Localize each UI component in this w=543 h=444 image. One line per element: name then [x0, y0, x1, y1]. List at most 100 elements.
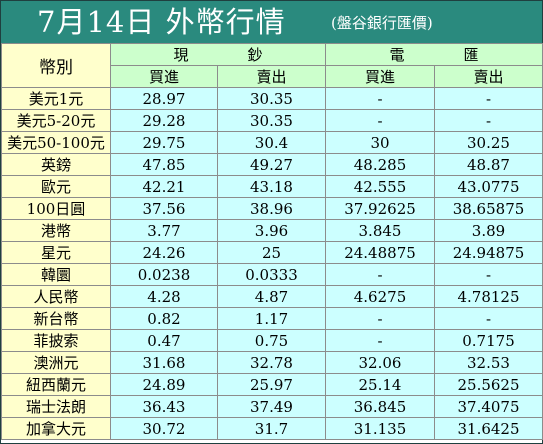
transfer-buy-rate: - — [325, 307, 435, 330]
transfer-sell-rate: 43.0775 — [434, 175, 543, 198]
table-row: 紐西蘭元 24.89 25.97 25.14 25.5625 — [1, 373, 543, 396]
cash-buy-rate: 30.72 — [110, 417, 218, 440]
table-row: 美元1元 28.97 30.35- - — [1, 87, 543, 110]
transfer-group-char: 匯 — [463, 46, 479, 64]
transfer-buy-rate: - — [325, 109, 435, 132]
cash-buy-rate: 0.82 — [110, 307, 218, 330]
transfer-buy-rate: - — [325, 329, 435, 352]
table-row: 瑞士法朗 36.43 37.49 36.845 37.4075 — [1, 395, 543, 418]
transfer-sell-rate: 32.53 — [434, 351, 543, 374]
cash-sell-rate: 30.35 — [217, 109, 326, 132]
currency-name: 瑞士法朗 — [1, 395, 111, 418]
cash-buy-rate: 42.21 — [110, 175, 218, 198]
table-row: 澳洲元 31.68 32.78 32.06 32.53 — [1, 351, 543, 374]
transfer-buy-rate: 32.06 — [325, 351, 435, 374]
transfer-sell-rate: 0.7175 — [434, 329, 543, 352]
table-row: 港幣 3.77 3.96 3.845 3.89 — [1, 219, 543, 242]
currency-name: 英鎊 — [1, 153, 111, 176]
table-row: 星元 24.26 25 24.48875 24.94875 — [1, 241, 543, 264]
transfer-sell-rate: 31.6425 — [434, 417, 543, 440]
currency-column-header: 幣別 — [1, 43, 111, 88]
exchange-rate-table: 幣別 現鈔 電匯 買進 賣出 買進 賣出 美元1元 28.97 30.35- - 美元5… — [1, 43, 543, 440]
transfer-buy-rate: 30 — [325, 131, 435, 154]
transfer-buy-rate: 48.285 — [325, 153, 435, 176]
transfer-buy-rate: - — [325, 263, 435, 286]
page-subtitle: (盤谷銀行匯價) — [331, 14, 433, 32]
transfer-sell-rate: - — [434, 87, 543, 110]
header-row-sub: 買進 賣出 買進 賣出 — [2, 65, 543, 88]
transfer-buy-rate: 25.14 — [325, 373, 435, 396]
table-row: 新台幣 0.82 1.17- - — [1, 307, 543, 330]
transfer-buy-rate: 24.48875 — [325, 241, 435, 264]
cash-buy-rate: 0.47 — [110, 329, 218, 352]
currency-name: 澳洲元 — [1, 351, 111, 374]
table-row: 英鎊 47.85 49.27 48.285 48.87 — [1, 153, 543, 176]
transfer-group-char: 電 — [389, 46, 405, 64]
table-row: 加拿大元 30.72 31.7 31.135 31.6425 — [1, 417, 543, 440]
currency-name: 加拿大元 — [1, 417, 111, 440]
cash-buy-rate: 24.26 — [110, 241, 218, 264]
title-bar: 7月14日 外幣行情 (盤谷銀行匯價) — [1, 1, 542, 43]
cash-buy-rate: 24.89 — [110, 373, 218, 396]
currency-name: 港幣 — [1, 219, 111, 242]
cash-sell-rate: 3.96 — [217, 219, 326, 242]
cash-buy-rate: 3.77 — [110, 219, 218, 242]
transfer-buy-rate: 37.92625 — [325, 197, 435, 220]
transfer-buy-rate: 36.845 — [325, 395, 435, 418]
cash-sell-rate: 1.17 — [217, 307, 326, 330]
telegraphic-transfer-group-header: 電匯 — [325, 43, 543, 66]
table-row: 韓圜 0.0238 0.0333- - — [1, 263, 543, 286]
cash-sell-rate: 25 — [217, 241, 326, 264]
table-row: 美元5-20元 29.28 30.35- - — [1, 109, 543, 132]
cash-buy-rate: 28.97 — [110, 87, 218, 110]
transfer-buy-rate: 42.555 — [325, 175, 435, 198]
transfer-sell-rate: 38.65875 — [434, 197, 543, 220]
cash-sell-header: 賣出 — [217, 65, 326, 88]
currency-name: 新台幣 — [1, 307, 111, 330]
table-row: 歐元 42.21 43.18 42.555 43.0775 — [1, 175, 543, 198]
cash-buy-rate: 0.0238 — [110, 263, 218, 286]
transfer-sell-rate: - — [434, 109, 543, 132]
cash-buy-rate: 36.43 — [110, 395, 218, 418]
transfer-sell-rate: 3.89 — [434, 219, 543, 242]
cash-buy-rate: 37.56 — [110, 197, 218, 220]
cash-sell-rate: 30.4 — [217, 131, 326, 154]
cash-sell-rate: 32.78 — [217, 351, 326, 374]
transfer-buy-rate: 3.845 — [325, 219, 435, 242]
cash-sell-rate: 0.0333 — [217, 263, 326, 286]
transfer-sell-rate: 30.25 — [434, 131, 543, 154]
transfer-sell-rate: 24.94875 — [434, 241, 543, 264]
cash-buy-header: 買進 — [110, 65, 218, 88]
cash-sell-rate: 49.27 — [217, 153, 326, 176]
cash-buy-rate: 29.75 — [110, 131, 218, 154]
table-row: 100日圓 37.56 38.96 37.92625 38.65875 — [1, 197, 543, 220]
transfer-sell-rate: 37.4075 — [434, 395, 543, 418]
currency-name: 100日圓 — [1, 197, 111, 220]
transfer-sell-rate: 25.5625 — [434, 373, 543, 396]
table-row: 美元50-100元 29.75 30.4 30 30.25 — [1, 131, 543, 154]
currency-name: 美元1元 — [1, 87, 111, 110]
transfer-sell-header: 賣出 — [434, 65, 543, 88]
transfer-sell-rate: - — [434, 307, 543, 330]
cash-group-char: 鈔 — [247, 46, 263, 64]
table-row: 人民幣 4.28 4.87 4.6275 4.78125 — [1, 285, 543, 308]
currency-name: 人民幣 — [1, 285, 111, 308]
transfer-sell-rate: 48.87 — [434, 153, 543, 176]
transfer-buy-rate: 31.135 — [325, 417, 435, 440]
cash-sell-rate: 4.87 — [217, 285, 326, 308]
cash-sell-rate: 0.75 — [217, 329, 326, 352]
currency-name: 星元 — [1, 241, 111, 264]
currency-name: 歐元 — [1, 175, 111, 198]
page-title: 7月14日 外幣行情 — [37, 5, 286, 39]
cash-sell-rate: 38.96 — [217, 197, 326, 220]
cash-buy-rate: 47.85 — [110, 153, 218, 176]
transfer-buy-rate: - — [325, 87, 435, 110]
currency-name: 菲披索 — [1, 329, 111, 352]
cash-buy-rate: 29.28 — [110, 109, 218, 132]
currency-name: 美元5-20元 — [1, 109, 111, 132]
cash-group-header: 現鈔 — [110, 43, 326, 66]
transfer-sell-rate: - — [434, 263, 543, 286]
cash-sell-rate: 31.7 — [217, 417, 326, 440]
cash-sell-rate: 30.35 — [217, 87, 326, 110]
cash-sell-rate: 37.49 — [217, 395, 326, 418]
